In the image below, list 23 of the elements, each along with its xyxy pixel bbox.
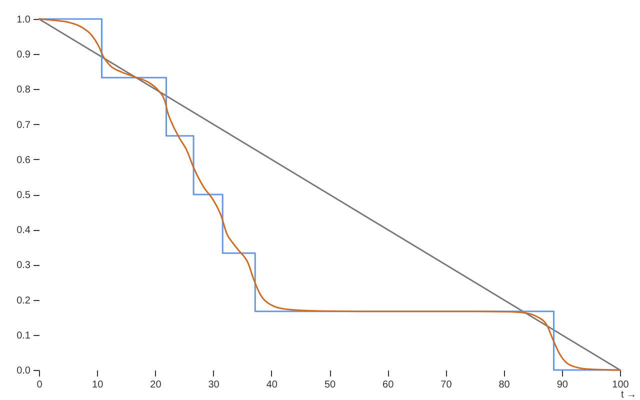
x-tick-label: 100 (612, 380, 630, 390)
x-tick-label: 60 (382, 380, 394, 390)
x-tick-label: 30 (208, 380, 220, 390)
y-tick-label: 0.6 (16, 154, 31, 166)
x-tick-label: 50 (324, 380, 336, 390)
x-tick-label: 0 (36, 380, 43, 390)
x-tick-label: 40 (266, 380, 278, 390)
y-tick-label: 0.5 (16, 190, 31, 201)
y-tick-label: 0.7 (16, 120, 31, 131)
x-tick-label: 80 (498, 380, 510, 390)
y-tick-label: 0.8 (16, 84, 31, 96)
y-tick-label: 0.0 (16, 366, 31, 376)
x-tick-label: 10 (92, 380, 104, 390)
y-tick-label: 0.1 (16, 330, 31, 342)
y-tick-label: 0.9 (16, 50, 31, 61)
x-tick-label: 20 (150, 380, 162, 390)
y-tick-label: 1.0 (16, 14, 31, 26)
y-tick-label: 0.4 (16, 225, 31, 236)
x-tick-label: 90 (556, 380, 568, 390)
y-tick-label: 0.3 (16, 260, 31, 272)
x-tick-label: 70 (440, 380, 452, 390)
y-tick-label: 0.2 (16, 295, 31, 306)
x-axis-title: t → (620, 390, 636, 400)
